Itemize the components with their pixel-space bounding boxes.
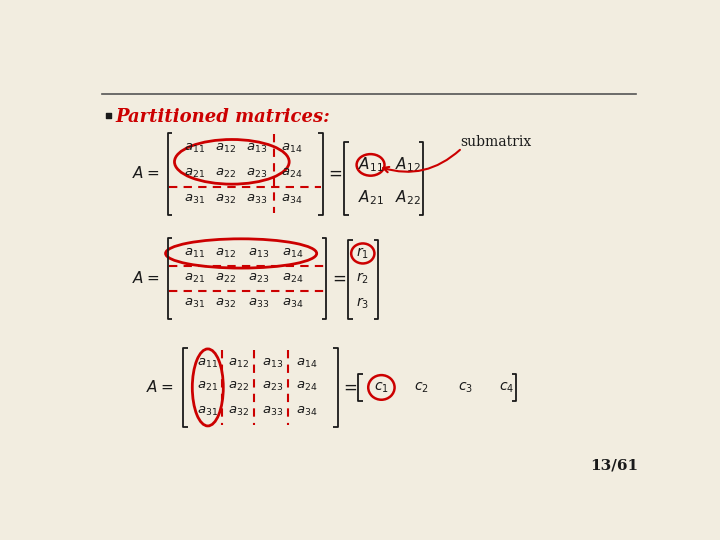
Text: $a_{24}$: $a_{24}$ xyxy=(281,167,302,180)
Text: $=$: $=$ xyxy=(325,165,343,182)
Text: $a_{34}$: $a_{34}$ xyxy=(297,405,318,418)
Text: $A_{12}$: $A_{12}$ xyxy=(395,156,420,174)
Text: $a_{12}$: $a_{12}$ xyxy=(228,357,249,370)
Text: $r_3$: $r_3$ xyxy=(356,296,369,311)
Text: $A_{11}$: $A_{11}$ xyxy=(358,156,384,174)
Text: $a_{31}$: $a_{31}$ xyxy=(184,297,205,310)
Text: $=$: $=$ xyxy=(340,379,358,396)
Text: $a_{23}$: $a_{23}$ xyxy=(248,272,269,285)
Text: $a_{22}$: $a_{22}$ xyxy=(228,380,249,393)
Text: $a_{24}$: $a_{24}$ xyxy=(297,380,318,393)
Text: $c_3$: $c_3$ xyxy=(458,380,472,395)
Text: $a_{11}$: $a_{11}$ xyxy=(184,141,205,154)
Text: submatrix: submatrix xyxy=(461,135,531,149)
Text: $r_1$: $r_1$ xyxy=(356,246,369,261)
Text: 13/61: 13/61 xyxy=(590,459,639,473)
Text: $a_{31}$: $a_{31}$ xyxy=(184,193,205,206)
Text: $a_{32}$: $a_{32}$ xyxy=(215,193,236,206)
Text: $a_{14}$: $a_{14}$ xyxy=(282,247,304,260)
Text: $a_{14}$: $a_{14}$ xyxy=(297,357,318,370)
Text: $a_{21}$: $a_{21}$ xyxy=(184,272,205,285)
Text: $a_{22}$: $a_{22}$ xyxy=(215,272,236,285)
Text: $A=$: $A=$ xyxy=(132,165,159,181)
Text: $a_{23}$: $a_{23}$ xyxy=(246,167,267,180)
Text: $a_{31}$: $a_{31}$ xyxy=(197,405,218,418)
Text: $a_{21}$: $a_{21}$ xyxy=(184,167,205,180)
Text: $a_{12}$: $a_{12}$ xyxy=(215,247,236,260)
Text: $a_{24}$: $a_{24}$ xyxy=(282,272,304,285)
Text: $a_{33}$: $a_{33}$ xyxy=(261,405,283,418)
Text: $a_{23}$: $a_{23}$ xyxy=(261,380,283,393)
Text: $a_{34}$: $a_{34}$ xyxy=(281,193,302,206)
Text: Partitioned matrices:: Partitioned matrices: xyxy=(116,108,330,126)
Text: $a_{13}$: $a_{13}$ xyxy=(261,357,283,370)
Text: $a_{32}$: $a_{32}$ xyxy=(215,297,236,310)
Text: $A_{22}$: $A_{22}$ xyxy=(395,188,420,207)
Text: $a_{12}$: $a_{12}$ xyxy=(215,141,236,154)
Text: $a_{21}$: $a_{21}$ xyxy=(197,380,218,393)
Text: $c_2$: $c_2$ xyxy=(414,380,429,395)
Text: $A=$: $A=$ xyxy=(146,380,174,395)
Text: $a_{11}$: $a_{11}$ xyxy=(197,357,218,370)
Text: $a_{22}$: $a_{22}$ xyxy=(215,167,236,180)
Text: $a_{32}$: $a_{32}$ xyxy=(228,405,249,418)
Text: $c_4$: $c_4$ xyxy=(498,380,514,395)
Text: $a_{33}$: $a_{33}$ xyxy=(246,193,267,206)
Text: $A_{21}$: $A_{21}$ xyxy=(358,188,384,207)
Text: $a_{11}$: $a_{11}$ xyxy=(184,247,205,260)
Text: $c_1$: $c_1$ xyxy=(374,380,389,395)
Text: $a_{13}$: $a_{13}$ xyxy=(248,247,269,260)
Text: $a_{14}$: $a_{14}$ xyxy=(281,141,302,154)
Text: $a_{13}$: $a_{13}$ xyxy=(246,141,267,154)
Text: $a_{33}$: $a_{33}$ xyxy=(248,297,269,310)
Text: $a_{34}$: $a_{34}$ xyxy=(282,297,304,310)
Text: $A=$: $A=$ xyxy=(132,270,159,286)
Text: $r_2$: $r_2$ xyxy=(356,271,369,286)
Text: $=$: $=$ xyxy=(329,269,347,287)
